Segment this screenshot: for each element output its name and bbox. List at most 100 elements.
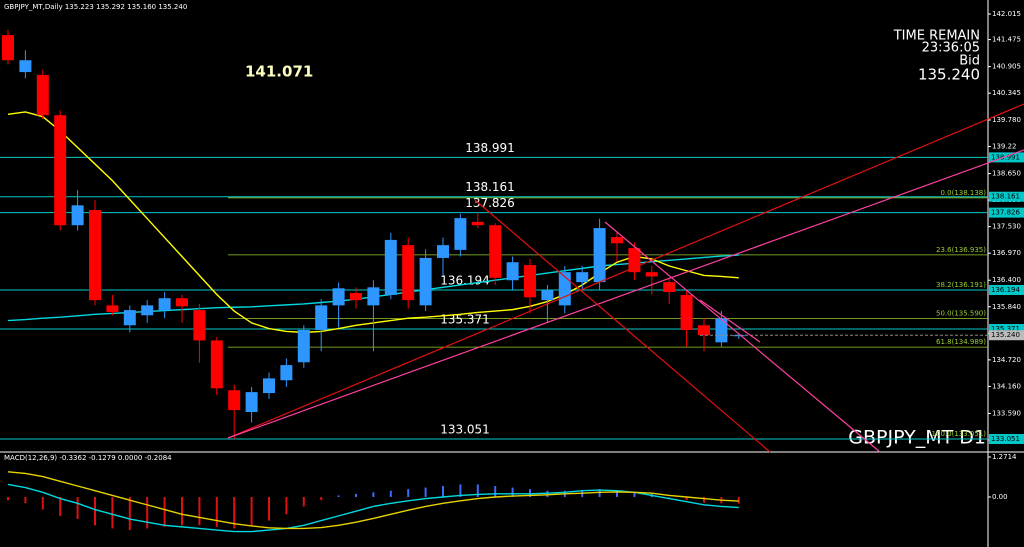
candle-body — [437, 245, 449, 258]
level-tag — [989, 284, 1024, 295]
fib-label: 0.0(138.138) — [940, 189, 986, 197]
macd-bar — [268, 497, 270, 521]
candle-body — [280, 365, 293, 381]
level-tag-label: 133.051 — [991, 435, 1020, 443]
level-label: 133.051 — [440, 423, 490, 437]
macd-bar — [494, 485, 497, 498]
macd-bar — [128, 497, 131, 531]
candle-body — [54, 115, 67, 226]
macd-bar — [459, 484, 462, 498]
level-tag — [989, 191, 1024, 202]
candle-body — [576, 272, 589, 283]
candle-body — [228, 390, 241, 411]
level-label: 138.161 — [465, 180, 515, 194]
trend-lines — [227, 103, 1024, 453]
level-tag — [989, 324, 1024, 335]
candle-body — [367, 287, 380, 306]
fib-label: 38.2(136.191) — [936, 281, 986, 289]
macd-line — [7, 483, 739, 533]
chart-header: GBPJPY_MT,Daily 135.223 135.292 135.160 … — [4, 3, 187, 11]
macd-bar — [24, 497, 27, 504]
fib-label: 23.6(136.935) — [936, 246, 986, 254]
candle-body — [350, 293, 362, 301]
level-label: 135.371 — [440, 313, 490, 327]
macd-bar — [181, 497, 183, 526]
y-tick-label: 137.530 — [992, 223, 1021, 231]
y-tick-label: 139.780 — [992, 116, 1021, 124]
macd-bar — [633, 492, 636, 498]
macd-bar — [94, 497, 96, 526]
candle-body — [628, 247, 641, 273]
y-tick-label: 134.160 — [992, 382, 1021, 390]
macd-bar — [668, 497, 671, 498]
trend-line — [474, 199, 771, 453]
candle-body — [89, 210, 101, 301]
candle-body — [698, 325, 710, 336]
symbol-label: GBPJPY_MT D1 — [848, 427, 986, 449]
y-tick-label: 133.590 — [992, 409, 1021, 417]
candle-body — [732, 335, 745, 337]
macd-bar — [389, 490, 392, 498]
macd-bar — [703, 497, 705, 503]
candle-body — [506, 262, 519, 281]
candle-body — [645, 272, 658, 277]
macd-header: MACD(12,26,9) -0.3362 -0.1279 0.0000 -0.… — [4, 454, 172, 462]
level-tag — [989, 207, 1024, 218]
macd-line — [7, 471, 739, 530]
macd-bar — [476, 484, 479, 498]
macd-bar — [233, 497, 236, 529]
candle-body — [2, 35, 14, 61]
candle-body — [663, 282, 676, 293]
candle-body — [193, 310, 206, 341]
candle-body — [123, 310, 136, 326]
fib-label: 61.8(134.989) — [936, 338, 986, 346]
y-tick-label: 140.345 — [992, 89, 1021, 97]
level-label: 137.826 — [465, 196, 515, 210]
y-tick-label: 138.650 — [992, 170, 1021, 178]
macd-bar — [424, 487, 427, 498]
macd-bar — [737, 497, 740, 504]
candle-body — [611, 237, 623, 244]
candle-body — [263, 378, 275, 394]
candle-body — [471, 221, 484, 226]
y-tick-label: 141.475 — [992, 36, 1021, 44]
bid-price: 135.240 — [918, 66, 980, 84]
candle-body — [176, 298, 188, 307]
fib-label: 100.0(133.051) — [932, 430, 987, 438]
macd-bar — [215, 497, 218, 527]
macd-bar — [598, 489, 601, 498]
level-tag-label: 138.161 — [991, 193, 1020, 201]
macd-bar — [320, 497, 323, 501]
macd-bar — [372, 492, 375, 498]
level-tag-label: 135.371 — [991, 325, 1020, 333]
y-tick-label: 136.400 — [992, 276, 1021, 284]
candle-body — [297, 330, 310, 363]
macd-bar — [511, 487, 514, 498]
trend-line — [227, 103, 1024, 439]
candle-body — [19, 60, 32, 73]
candle-body — [454, 218, 467, 250]
macd-bar — [76, 497, 79, 520]
level-tag-label: 137.826 — [991, 209, 1020, 217]
candle-body — [402, 245, 415, 301]
macd-bar — [616, 490, 618, 498]
macd-tick-label: 0.00 — [992, 493, 1008, 501]
bid-tag — [989, 330, 1024, 341]
candle-body — [141, 305, 154, 316]
candle-body — [680, 294, 693, 331]
macd-bar — [59, 497, 62, 516]
level-label: 138.991 — [465, 141, 515, 155]
candle-body — [315, 305, 328, 331]
y-tick-label: 136.970 — [992, 249, 1021, 257]
macd-bar — [302, 497, 305, 507]
macd-bar — [163, 497, 166, 527]
candle-body — [524, 265, 536, 298]
macd-bar — [146, 497, 149, 529]
timer-title: TIME REMAIN — [893, 29, 980, 44]
candle-body — [715, 318, 728, 343]
timer: 23:36:05 — [922, 41, 980, 56]
candle-body — [71, 205, 84, 226]
macd-tick-label: 1.2714 — [992, 453, 1017, 461]
level-label: 136.194 — [440, 273, 490, 287]
